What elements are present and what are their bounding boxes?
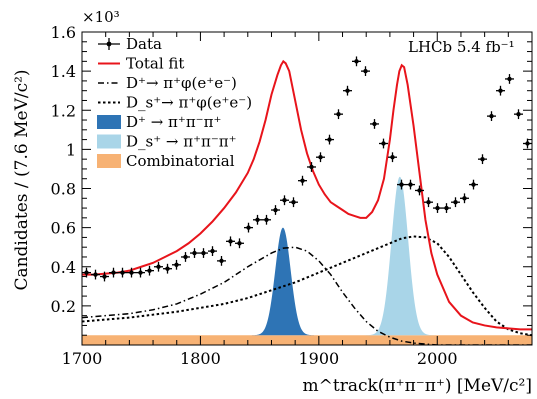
- y-tick-label: 1.2: [51, 101, 76, 120]
- x-axis-label: m^track(π⁺π⁻π⁺) [MeV/c²]: [303, 376, 532, 396]
- data-point: [208, 246, 217, 256]
- data-point: [163, 263, 172, 274]
- y-tick-label: 1: [66, 140, 76, 159]
- data-point: [280, 195, 289, 206]
- legend-item-comb: Combinatorial: [97, 152, 235, 170]
- y-tick-label: 0.4: [51, 258, 76, 277]
- data-point: [235, 238, 244, 249]
- data-point: [118, 267, 127, 278]
- data-point: [352, 56, 361, 67]
- data-point: [298, 175, 307, 186]
- data-point: [217, 255, 226, 266]
- data-point: [469, 179, 478, 190]
- data-point: [127, 267, 136, 278]
- y-multiplier: ×10³: [82, 8, 120, 26]
- data-point: [82, 267, 91, 278]
- x-tick-label: 2000: [417, 349, 458, 368]
- data-point: [505, 74, 514, 84]
- data-point: [262, 214, 271, 225]
- combinatorial-area: [82, 335, 532, 345]
- data-point: [451, 197, 460, 208]
- data-point: [154, 261, 163, 272]
- data-point: [379, 138, 388, 149]
- total-fit-curve: [82, 59, 532, 331]
- data-point: [514, 109, 523, 120]
- ds-phi-curve: [82, 235, 532, 337]
- legend-label: Total fit: [126, 55, 184, 73]
- data-point: [181, 252, 190, 262]
- x-tick-label: 1700: [62, 349, 103, 368]
- data-point: [172, 259, 181, 270]
- data-point: [343, 85, 352, 96]
- data-point: [478, 154, 487, 165]
- y-tick-label: 1.4: [51, 62, 76, 81]
- legend-item-data: Data: [98, 35, 162, 53]
- axes: 1700 1800 1900 2000 0.2 0.4 0.6 0.8 1 1.2 1.4 1.6: [51, 23, 533, 368]
- legend-label: Data: [126, 35, 162, 53]
- y-tick-label: 0.2: [51, 297, 76, 316]
- data-point: [109, 267, 118, 278]
- data-point: [487, 111, 496, 122]
- x-tick-label: 1900: [298, 349, 339, 368]
- legend-label: D⁺ → π⁺π⁻π⁺: [126, 113, 221, 131]
- data-point: [496, 85, 505, 96]
- dplus-phi-curve: [82, 246, 532, 345]
- y-axis-label: Candidates / (7.6 MeV/c²): [12, 69, 32, 290]
- data-point: [532, 186, 537, 196]
- data-point: [523, 138, 532, 149]
- data-point: [307, 162, 316, 172]
- legend-item-ds-phi: D_s⁺→ π⁺φ(e⁺e⁻): [98, 94, 252, 112]
- data-point: [100, 271, 109, 282]
- lhcb-annotation: LHCb 5.4 fb⁻¹: [408, 38, 515, 56]
- legend-item-ds-3pi: D_s⁺ → π⁺π⁻π⁺: [97, 133, 237, 151]
- data-point: [388, 152, 397, 163]
- data-point: [397, 179, 406, 190]
- x-tick-label: 1800: [180, 349, 221, 368]
- data-point: [226, 236, 235, 247]
- legend-label: Combinatorial: [126, 152, 235, 170]
- legend-label: D⁺→ π⁺φ(e⁺e⁻): [126, 74, 237, 92]
- data-point: [271, 205, 280, 215]
- data-point: [136, 267, 145, 278]
- y-tick-label: 1.6: [51, 23, 76, 42]
- plot-area: [82, 56, 537, 345]
- data-point: [244, 222, 253, 233]
- data-point: [361, 66, 370, 77]
- data-point: [424, 197, 433, 208]
- ds-3pi-area: [358, 176, 442, 336]
- data-point: [433, 203, 442, 213]
- legend-item-total: Total fit: [98, 55, 184, 73]
- data-point: [460, 193, 469, 204]
- data-point: [145, 265, 154, 276]
- data-point: [415, 185, 424, 196]
- data-point: [253, 214, 262, 225]
- legend-item-dplus-phi: D⁺→ π⁺φ(e⁺e⁻): [98, 74, 237, 92]
- dplus-3pi-area: [244, 227, 322, 336]
- y-tick-label: 0.6: [51, 219, 76, 238]
- y-tick-label: 0.8: [51, 180, 76, 199]
- data-point: [442, 203, 451, 213]
- data-point: [334, 109, 343, 120]
- legend-item-dplus-3pi: D⁺ → π⁺π⁻π⁺: [97, 113, 221, 131]
- data-point: [289, 197, 298, 208]
- legend-label: D_s⁺ → π⁺π⁻π⁺: [126, 133, 237, 151]
- data-point: [325, 134, 334, 145]
- data-point: [370, 119, 379, 129]
- legend-label: D_s⁺→ π⁺φ(e⁺e⁻): [126, 94, 252, 112]
- data-point: [406, 179, 415, 190]
- data-point: [316, 152, 325, 163]
- data-point: [199, 248, 208, 258]
- data-point: [190, 248, 199, 258]
- data-point: [91, 269, 100, 280]
